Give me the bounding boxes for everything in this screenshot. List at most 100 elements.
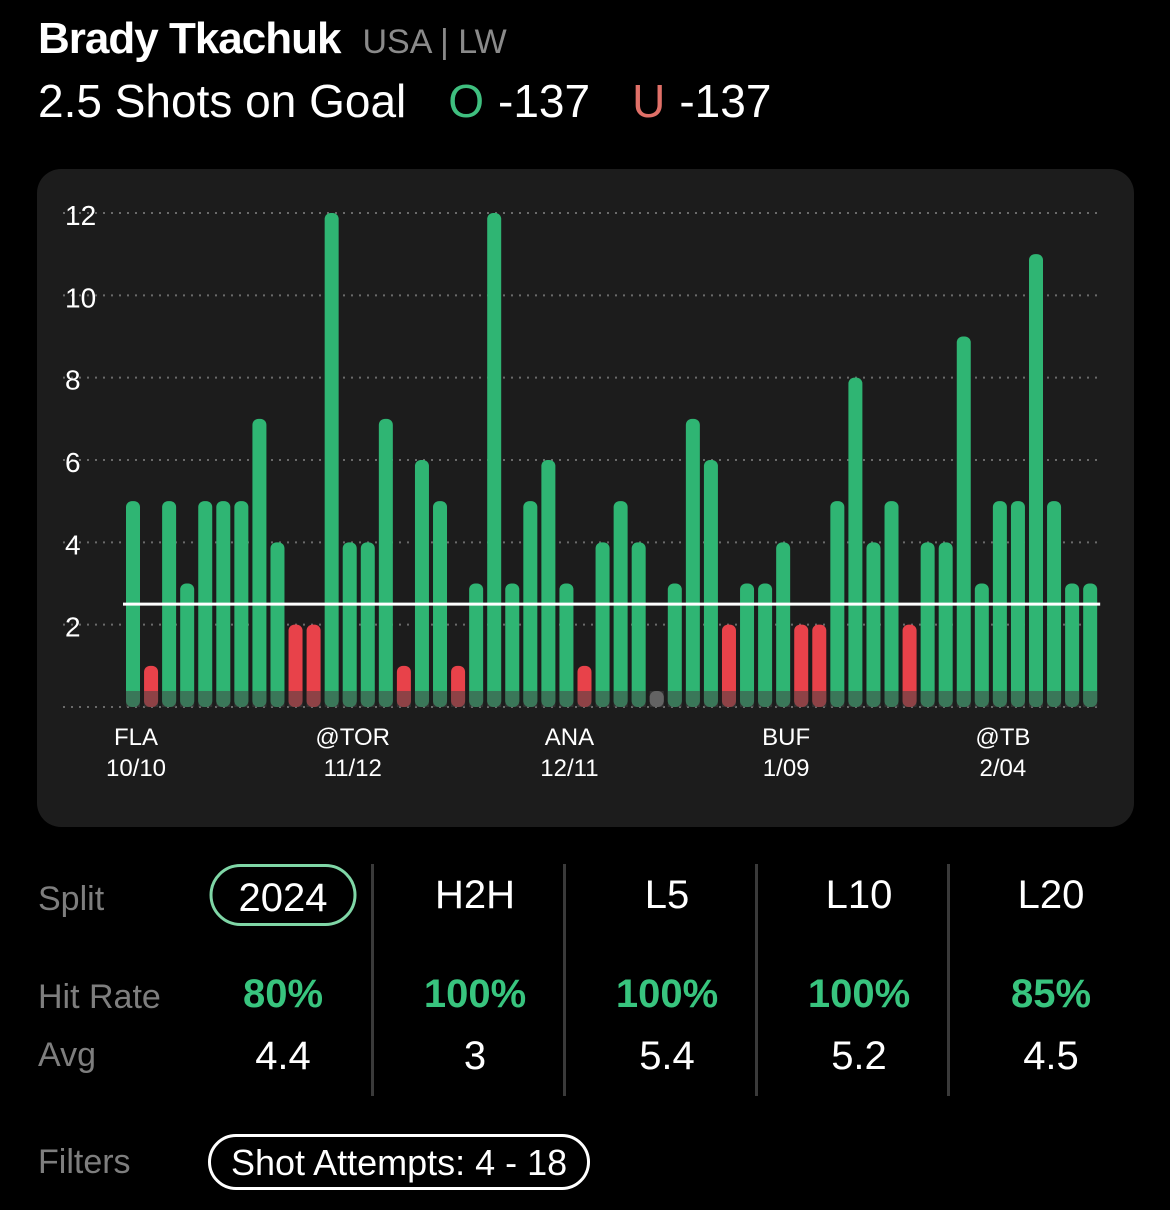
- avg-value: 5.4: [639, 1034, 695, 1078]
- bar[interactable]: [595, 542, 610, 707]
- bar-base: [433, 691, 448, 707]
- split-divider: [755, 864, 758, 1096]
- bar[interactable]: [378, 418, 393, 707]
- split-tab-l10[interactable]: L10: [825, 873, 893, 917]
- split-row-label: Split: [38, 880, 105, 918]
- split-divider: [371, 864, 374, 1096]
- bar[interactable]: [758, 583, 773, 708]
- bar[interactable]: [487, 213, 502, 707]
- bar[interactable]: [306, 624, 321, 707]
- bar-base: [992, 691, 1007, 707]
- bar[interactable]: [794, 624, 809, 707]
- game-log-chart: 2 4 6 8 10 12 FLA 10/10 @TOR 11/12 ANA 12/11 BUF 1/09…: [37, 169, 1134, 827]
- bar[interactable]: [902, 624, 917, 707]
- player-name: Brady Tkachuk: [38, 14, 341, 63]
- bar[interactable]: [740, 583, 755, 708]
- x-label-date: 2/04: [980, 755, 1027, 782]
- split-tab-l5[interactable]: L5: [644, 873, 690, 917]
- bar-base: [270, 691, 285, 707]
- under-odds[interactable]: U -137: [632, 74, 771, 128]
- hit-rate-value: 100%: [807, 972, 911, 1016]
- split-column-l20: L20 85% 4.5: [955, 862, 1147, 1094]
- bar[interactable]: [469, 583, 484, 708]
- avg-value: 5.2: [831, 1034, 887, 1078]
- bar-base: [541, 691, 556, 707]
- x-label-team: BUF: [762, 724, 810, 751]
- bar[interactable]: [667, 583, 682, 708]
- split-column-2024: 2024 80% 4.4: [187, 862, 379, 1094]
- split-divider: [563, 864, 566, 1096]
- bar[interactable]: [541, 460, 556, 707]
- bar[interactable]: [342, 542, 357, 707]
- split-column-l5: L5 100% 5.4: [571, 862, 763, 1094]
- bar-base: [577, 691, 592, 707]
- hit-rate-row-label: Hit Rate: [38, 978, 161, 1016]
- avg-value: 4.4: [255, 1034, 311, 1078]
- hit-rate-value: 100%: [615, 972, 719, 1016]
- bar[interactable]: [631, 542, 646, 707]
- bar-base: [144, 691, 159, 707]
- bar-base: [649, 691, 664, 707]
- player-header: Brady Tkachuk USA | LW 2.5 Shots on Goal…: [38, 14, 813, 128]
- bar[interactable]: [956, 336, 971, 708]
- bar-base: [721, 691, 736, 707]
- bar-base: [685, 691, 700, 707]
- bar[interactable]: [920, 542, 935, 707]
- over-odds[interactable]: O -137: [448, 74, 590, 128]
- shot-attempts-filter-chip[interactable]: Shot Attempts: 4 - 18: [208, 1134, 591, 1190]
- bar-base: [902, 691, 917, 707]
- bar[interactable]: [1065, 583, 1080, 708]
- player-name-row: Brady Tkachuk USA | LW: [38, 14, 813, 64]
- bar-base: [234, 691, 249, 707]
- bar-base: [920, 691, 935, 707]
- bar[interactable]: [1029, 254, 1043, 707]
- x-label-date: 1/09: [763, 755, 810, 782]
- bar[interactable]: [559, 583, 574, 708]
- bar[interactable]: [505, 583, 520, 708]
- bar[interactable]: [703, 460, 718, 707]
- x-label-date: 11/12: [324, 755, 382, 782]
- split-tab-l20[interactable]: L20: [1017, 873, 1085, 917]
- bar[interactable]: [974, 583, 989, 708]
- bar[interactable]: [414, 460, 429, 707]
- bar[interactable]: [360, 542, 375, 707]
- bar-base: [306, 691, 321, 707]
- x-label-date: 12/11: [540, 755, 598, 782]
- bar[interactable]: [848, 377, 863, 707]
- avg-value: 3: [463, 1034, 487, 1078]
- split-column-l10: L10 100% 5.2: [763, 862, 955, 1094]
- bar[interactable]: [270, 542, 285, 707]
- avg-row-label: Avg: [38, 1036, 96, 1074]
- bar[interactable]: [938, 542, 953, 707]
- bar-base: [324, 691, 339, 707]
- bar-base: [288, 691, 303, 707]
- bar-base: [559, 691, 574, 707]
- bar-base: [252, 691, 267, 707]
- bar[interactable]: [776, 542, 791, 707]
- bar-base: [1029, 691, 1043, 707]
- bar[interactable]: [721, 624, 736, 707]
- y-tick-label: 8: [65, 365, 81, 396]
- bar[interactable]: [180, 583, 195, 708]
- bar[interactable]: [324, 213, 339, 707]
- hit-rate-value: 100%: [423, 972, 527, 1016]
- split-divider: [947, 864, 950, 1096]
- bar[interactable]: [252, 418, 267, 707]
- split-tab-2024[interactable]: 2024: [209, 864, 357, 926]
- bar-base: [126, 691, 140, 707]
- bar[interactable]: [685, 418, 700, 707]
- bar[interactable]: [288, 624, 303, 707]
- x-label-team: @TOR: [315, 724, 390, 751]
- bar[interactable]: [1083, 583, 1098, 708]
- bar-base: [487, 691, 502, 707]
- split-tab-h2h[interactable]: H2H: [434, 873, 516, 917]
- y-tick-label: 4: [65, 529, 81, 560]
- bar-base: [667, 691, 682, 707]
- y-tick-label: 12: [65, 200, 96, 231]
- bar-base: [1010, 691, 1025, 707]
- bar[interactable]: [866, 542, 881, 707]
- x-label-date: 10/10: [106, 755, 166, 782]
- bar-base: [758, 691, 773, 707]
- hit-rate-value: 80%: [242, 972, 324, 1016]
- bar[interactable]: [812, 624, 827, 707]
